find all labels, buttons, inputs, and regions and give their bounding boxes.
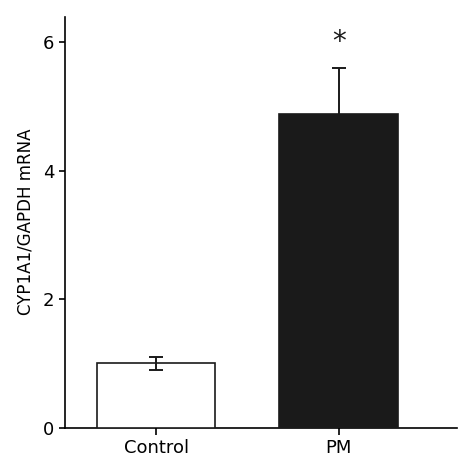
Y-axis label: CYP1A1/GAPDH mRNA: CYP1A1/GAPDH mRNA (17, 129, 35, 315)
Bar (279, 114, 398, 428)
Text: *: * (332, 28, 346, 56)
Bar (97, 364, 216, 428)
